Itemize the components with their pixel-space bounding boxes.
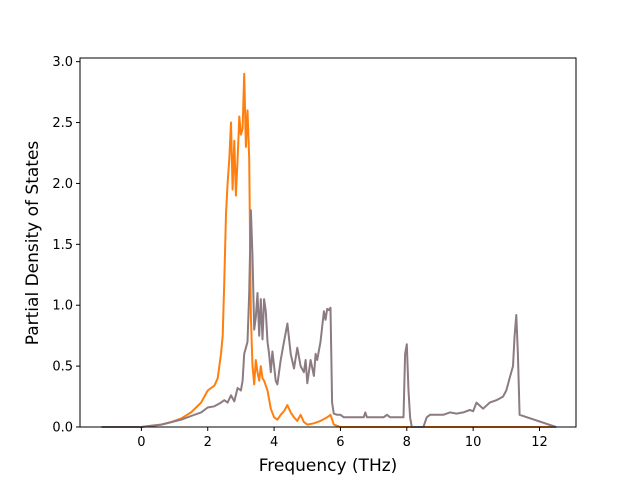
plot-frame (79, 57, 577, 428)
y-tick-label: 1.5 (52, 238, 73, 253)
y-tick-label: 2.0 (52, 177, 73, 192)
y-tick-label: 2.5 (52, 116, 73, 131)
x-tick-label: 12 (531, 435, 548, 450)
x-tick-label: 4 (270, 435, 278, 450)
y-tick-label: 0.5 (52, 360, 73, 375)
x-tick-label: 8 (403, 435, 411, 450)
y-tick-label: 3.0 (52, 55, 73, 70)
series-line-1 (101, 72, 557, 428)
x-tick-label: 0 (137, 435, 145, 450)
axes-layer: 0 2 4 6 8 10 12 0.0 0.5 1.0 1.5 2.0 2.5 3.0 (52, 55, 577, 450)
series-line-2 (101, 209, 557, 428)
y-tick-label: 0.0 (52, 421, 73, 436)
x-tick-label: 10 (465, 435, 482, 450)
series-layer (101, 72, 557, 428)
x-axis-title: Frequency (THz) (259, 456, 398, 476)
y-axis-title: Partial Density of States (23, 141, 43, 346)
x-tick-label: 2 (204, 435, 212, 450)
x-tick-label: 6 (336, 435, 344, 450)
y-tick-label: 1.0 (52, 299, 73, 314)
